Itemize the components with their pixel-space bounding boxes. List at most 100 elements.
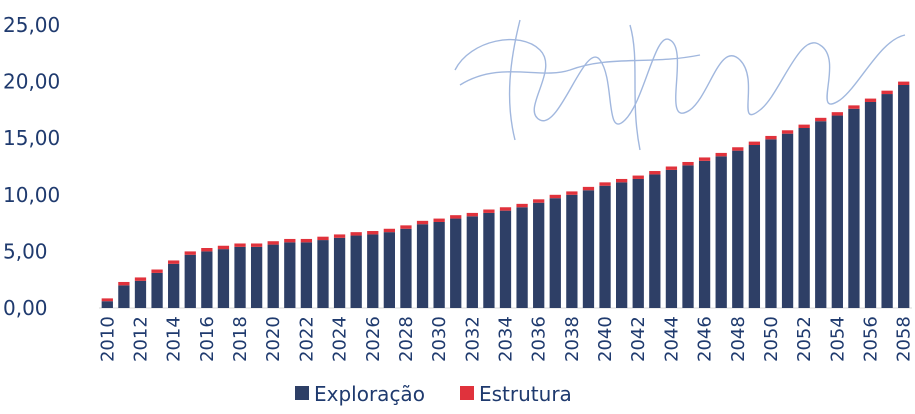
x-tick-label: 2022 [296,316,317,362]
bar-estrutura [483,209,495,213]
bar-exploracao [118,285,130,308]
bar-estrutura [267,241,279,245]
bar-exploracao [151,272,163,308]
bar-exploracao [815,121,827,308]
bar-estrutura [848,105,860,109]
bar-estrutura [101,298,113,302]
bar-exploracao [499,210,512,308]
bar-exploracao [599,185,611,308]
bar-estrutura [151,269,163,273]
bar-estrutura [616,178,628,183]
x-tick-label: 2040 [595,316,616,362]
bar-exploracao [234,246,246,308]
bar-estrutura [416,220,429,225]
bar-exploracao [201,251,213,308]
bar-estrutura [665,166,678,170]
bar-exploracao [616,182,628,308]
bar-exploracao [350,235,362,308]
bar-estrutura [566,191,578,195]
x-tick-label: 2034 [496,316,517,362]
bar-exploracao [765,139,777,308]
bar-estrutura [698,157,711,161]
legend-swatch [460,386,474,400]
bar-estrutura [450,215,462,219]
x-tick-label: 2038 [562,316,583,362]
bar-exploracao [184,254,196,308]
bar-estrutura [333,234,346,238]
bar-estrutura [765,135,777,140]
x-tick-label: 2048 [728,316,749,362]
bar-exploracao [416,224,429,308]
bar-exploracao [483,212,495,308]
bar-exploracao [284,242,296,308]
y-tick-label: 15,00 [3,126,60,150]
x-tick-label: 2056 [861,316,882,362]
bar-exploracao [516,207,528,308]
bar-estrutura [134,277,147,281]
y-tick-label: 0,00 [3,296,48,320]
bar-exploracao [383,232,395,308]
bar-estrutura [367,231,379,235]
x-tick-label: 2032 [462,316,483,362]
x-tick-label: 2054 [827,316,848,362]
bar-estrutura [516,203,528,208]
bar-exploracao [566,194,578,308]
bar-estrutura [400,225,412,229]
bar-exploracao [682,165,694,308]
bar-estrutura [815,117,827,122]
bar-exploracao [715,156,727,308]
bar-exploracao [864,101,877,308]
bar-exploracao [367,234,379,308]
bar-estrutura [831,112,843,116]
bar-estrutura [350,232,362,236]
bar-estrutura [599,182,611,186]
bar-exploracao [798,128,810,308]
x-tick-label: 2014 [164,316,185,362]
bar-estrutura [798,124,810,129]
legend-swatch [295,386,309,400]
bar-estrutura [898,81,910,85]
x-tick-label: 2058 [894,316,915,362]
bar-estrutura [250,243,263,247]
bar-estrutura [881,90,893,95]
bar-estrutura [234,243,246,247]
x-tick-label: 2010 [97,316,118,362]
x-tick-label: 2044 [661,316,682,362]
bar-exploracao [698,160,711,308]
bar-exploracao [831,115,843,308]
x-tick-label: 2052 [794,316,815,362]
bar-estrutura [582,186,595,191]
bar-estrutura [217,245,230,250]
bar-exploracao [881,94,893,308]
bar-exploracao [549,198,561,308]
bar-estrutura [499,207,512,211]
bar-estrutura [632,175,644,179]
bar-exploracao [748,144,761,308]
bar-exploracao [450,218,462,308]
x-tick-label: 2036 [529,316,550,362]
x-tick-label: 2024 [330,316,351,362]
bar-estrutura [118,281,130,286]
bar-exploracao [898,84,910,308]
bar-exploracao [582,190,595,308]
bar-exploracao [168,263,180,308]
bar-exploracao [781,133,794,308]
bar-estrutura [649,171,661,175]
bar-estrutura [533,199,545,203]
bar-estrutura [781,130,794,134]
bar-estrutura [682,161,694,166]
bar-exploracao [533,202,545,308]
x-tick-label: 2018 [230,316,251,362]
bar-estrutura [168,260,180,264]
bar-exploracao [333,237,346,308]
y-tick-label: 5,00 [3,239,48,263]
bar-exploracao [300,242,313,308]
x-tick-label: 2042 [628,316,649,362]
bar-exploracao [665,169,678,308]
x-tick-label: 2046 [695,316,716,362]
bar-exploracao [433,221,445,308]
bar-exploracao [134,280,147,308]
bar-estrutura [748,141,761,145]
